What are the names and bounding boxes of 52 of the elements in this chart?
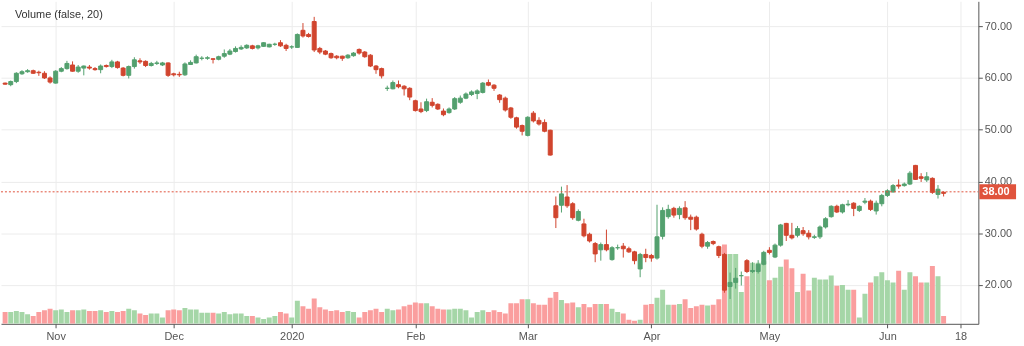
candlestick bbox=[558, 186, 564, 214]
bar bbox=[671, 304, 677, 324]
bar bbox=[103, 311, 109, 324]
bar bbox=[603, 303, 609, 324]
bar bbox=[558, 300, 564, 324]
bar bbox=[98, 310, 104, 324]
candlestick bbox=[637, 252, 643, 278]
bar bbox=[109, 311, 115, 324]
bar bbox=[249, 315, 255, 324]
bar bbox=[677, 303, 682, 324]
y-tick-label: 70.00 bbox=[984, 19, 1013, 32]
x-tick-label: May bbox=[759, 330, 781, 343]
x-tick-label: 2020 bbox=[280, 330, 305, 343]
x-tick-label: Apr bbox=[643, 330, 661, 343]
x-tick-label: Dec bbox=[164, 330, 185, 343]
chart-title: Volume (false, 20) bbox=[14, 8, 103, 21]
x-tick-label: 18 bbox=[954, 330, 968, 343]
bar bbox=[795, 292, 800, 324]
bar bbox=[834, 285, 840, 324]
x-tick-label: Nov bbox=[46, 330, 67, 343]
bar bbox=[766, 280, 772, 324]
bar bbox=[210, 312, 216, 324]
bar bbox=[525, 299, 531, 324]
y-tick-label: 50.00 bbox=[984, 123, 1013, 136]
bar bbox=[2, 311, 8, 324]
x-tick-label: Mar bbox=[518, 330, 538, 343]
bar bbox=[598, 303, 604, 324]
bar bbox=[896, 270, 902, 324]
bar bbox=[941, 315, 947, 324]
candlestick bbox=[862, 197, 868, 205]
bar bbox=[924, 282, 930, 324]
ref-line-label: 38.00 bbox=[982, 184, 1010, 197]
bar bbox=[705, 305, 711, 324]
bar bbox=[744, 276, 750, 324]
bar bbox=[851, 289, 857, 324]
candlestick bbox=[935, 184, 941, 200]
bar bbox=[868, 282, 874, 324]
y-tick-label: 40.00 bbox=[984, 174, 1013, 187]
bar bbox=[70, 310, 76, 324]
x-tick-label: Jun bbox=[879, 330, 897, 343]
bar bbox=[575, 307, 581, 324]
bar bbox=[424, 303, 430, 324]
bar bbox=[929, 265, 935, 324]
y-tick-label: 30.00 bbox=[984, 226, 1013, 239]
candlestick bbox=[553, 195, 559, 229]
candlestick bbox=[598, 242, 604, 262]
candlestick bbox=[210, 57, 216, 64]
candlestick bbox=[592, 241, 598, 263]
candlestick bbox=[603, 229, 609, 252]
y-tick-label: 60.00 bbox=[984, 71, 1013, 84]
y-tick-label: 20.00 bbox=[984, 278, 1013, 291]
x-tick-label: Feb bbox=[406, 330, 426, 343]
